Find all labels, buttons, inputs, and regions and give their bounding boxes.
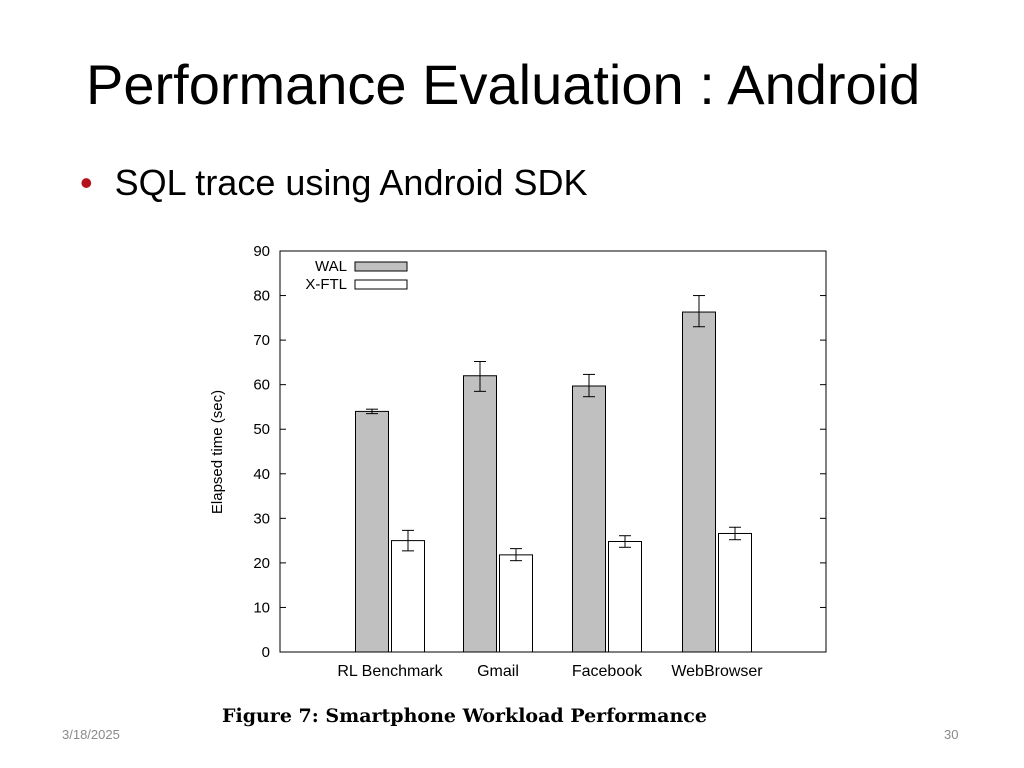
y-tick-label: 80 bbox=[253, 288, 270, 305]
legend-label: X-FTL bbox=[305, 276, 347, 293]
x-category-label: WebBrowser bbox=[671, 663, 763, 680]
xftl-bar bbox=[499, 554, 533, 653]
y-tick-label: 10 bbox=[253, 599, 270, 616]
wal-bar bbox=[572, 385, 606, 653]
slide-title: Performance Evaluation : Android bbox=[86, 53, 921, 116]
xftl-bar bbox=[391, 540, 425, 653]
x-category-label: RL Benchmark bbox=[337, 663, 443, 680]
y-tick-label: 60 bbox=[253, 377, 270, 394]
y-tick-label: 70 bbox=[253, 332, 270, 349]
footer-date: 3/18/2025 bbox=[62, 727, 120, 742]
x-category-label: Facebook bbox=[572, 663, 643, 680]
bullet-item: • SQL trace using Android SDK bbox=[80, 162, 588, 204]
xftl-bar bbox=[608, 541, 642, 653]
legend-label: WAL bbox=[315, 258, 347, 275]
legend-swatch-wal bbox=[354, 261, 408, 272]
y-tick-label: 20 bbox=[253, 555, 270, 572]
figure-caption: Figure 7: Smartphone Workload Performanc… bbox=[222, 705, 707, 727]
y-axis-label: Elapsed time (sec) bbox=[209, 390, 226, 514]
xftl-bar bbox=[718, 532, 752, 653]
plot-frame bbox=[279, 250, 827, 653]
slide-number: 30 bbox=[944, 727, 959, 742]
wal-bar bbox=[682, 311, 716, 653]
bullet-text: SQL trace using Android SDK bbox=[114, 162, 588, 203]
y-tick-label: 0 bbox=[262, 644, 270, 661]
wal-bar bbox=[463, 375, 497, 653]
y-tick-label: 40 bbox=[253, 466, 270, 483]
y-tick-label: 90 bbox=[253, 243, 270, 260]
bullet-dot-icon: • bbox=[80, 162, 93, 203]
legend-swatch-xftl bbox=[354, 279, 408, 290]
wal-bar bbox=[355, 410, 389, 653]
y-tick-label: 30 bbox=[253, 510, 270, 527]
x-category-label: Gmail bbox=[477, 663, 519, 680]
y-tick-label: 50 bbox=[253, 421, 270, 438]
